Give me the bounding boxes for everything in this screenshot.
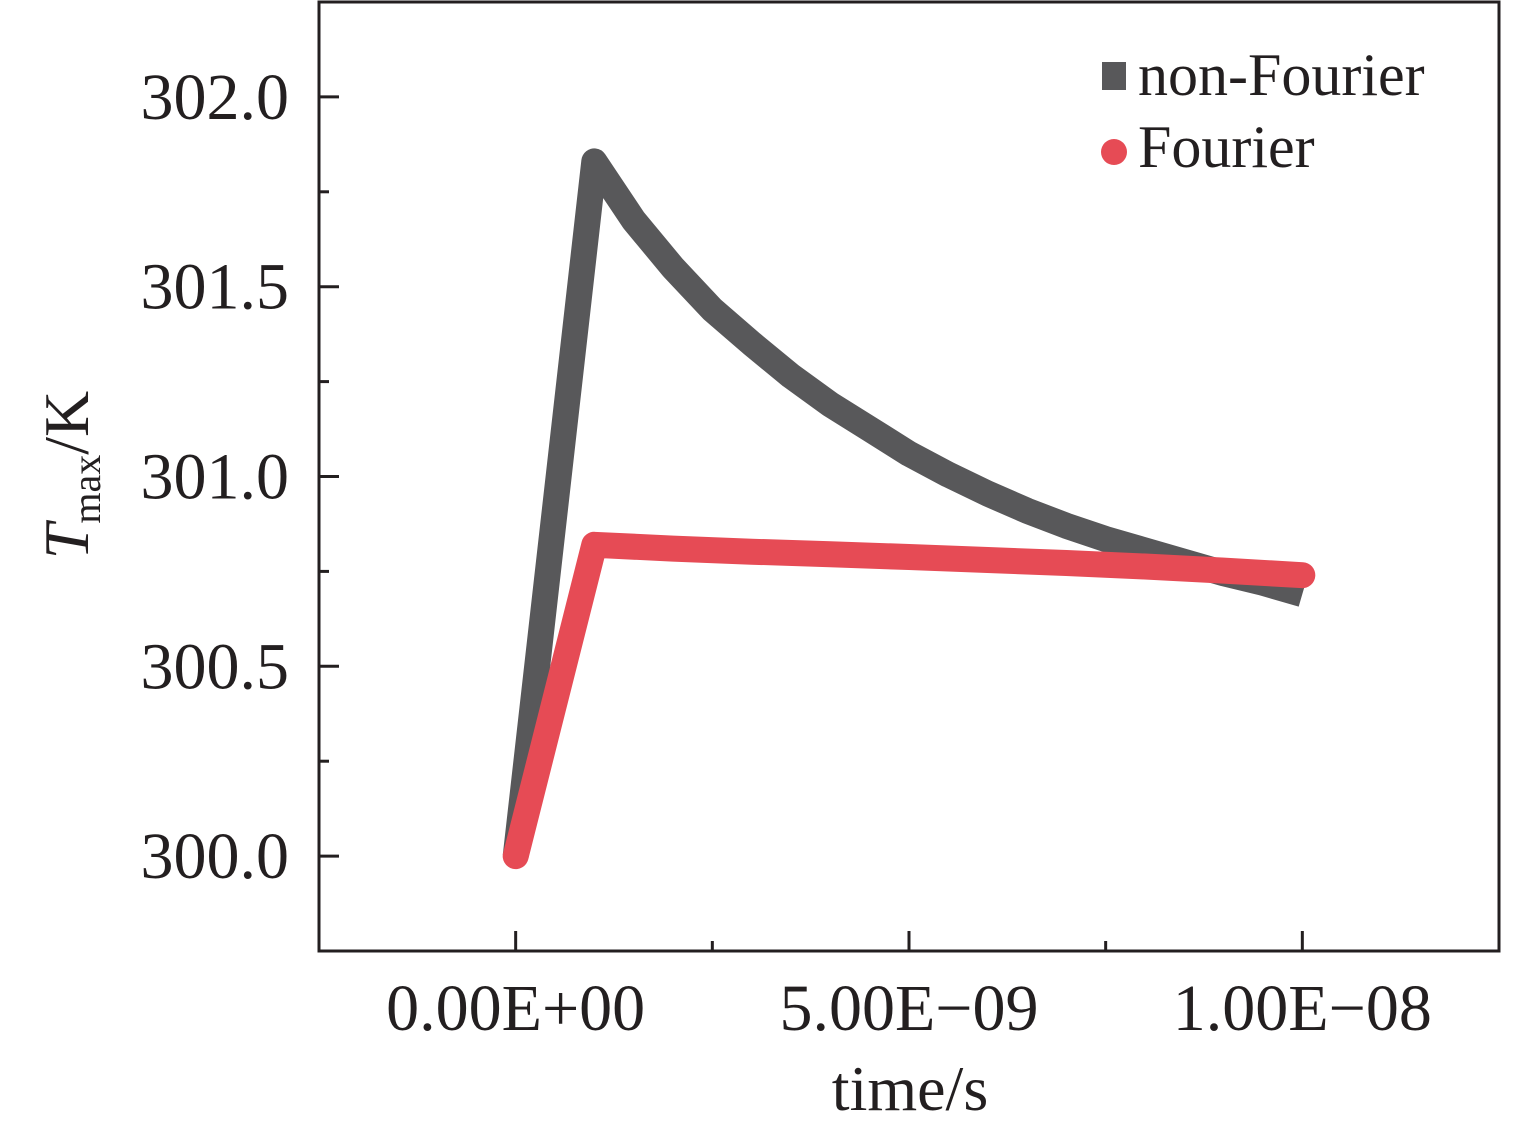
plot-series-layer xyxy=(502,148,1316,870)
y-tick-label: 302.0 xyxy=(141,61,290,134)
y-tick-label: 300.0 xyxy=(141,820,290,893)
x-tick-label: 0.00E+00 xyxy=(386,972,645,1045)
plot-frame xyxy=(317,0,1501,953)
legend-label-fourier: Fourier xyxy=(1138,114,1315,180)
legend-label-non-fourier: non-Fourier xyxy=(1138,42,1425,108)
y-axis-title-subscript: max xyxy=(64,455,109,524)
series-line-fourier xyxy=(502,531,1316,870)
legend-marker-fourier xyxy=(1101,139,1127,165)
legend-marker-non-fourier xyxy=(1102,62,1126,90)
legend: non-Fourier Fourier xyxy=(1101,42,1425,180)
y-axis-title-unit: /K xyxy=(31,391,102,455)
y-tick-label: 300.5 xyxy=(141,630,290,703)
y-tick-label: 301.5 xyxy=(141,251,290,324)
axis-ticks xyxy=(319,95,1304,951)
tick-labels: 300.0 300.5 301.0 301.5 302.0 0.00E+00 5.00E−0… xyxy=(141,61,1432,1045)
x-tick-label: 5.00E−09 xyxy=(779,972,1038,1045)
x-tick-label: 1.00E−08 xyxy=(1173,972,1432,1045)
series-line-non-fourier xyxy=(502,148,1306,858)
y-axis-title-symbol: T xyxy=(31,519,102,559)
y-tick-label: 301.0 xyxy=(141,441,290,514)
y-axis-title: Tmax/K xyxy=(31,391,109,559)
x-axis-title: time/s xyxy=(832,1053,988,1124)
